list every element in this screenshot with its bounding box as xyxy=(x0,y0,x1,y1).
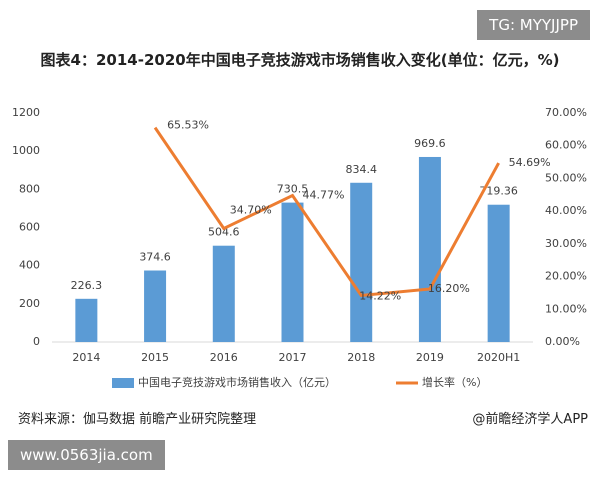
badge: TG: MYYJJPP xyxy=(477,10,590,40)
bar xyxy=(487,204,510,342)
badge: www.0563jia.com xyxy=(8,440,165,470)
legend-label: 增长率（%） xyxy=(422,375,487,389)
bar-label: 969.6 xyxy=(414,137,446,150)
y2-tick-label: 10.00% xyxy=(545,302,587,315)
bar-label: 719.36 xyxy=(479,185,518,198)
credit: @前瞻经济学人APP xyxy=(472,412,588,427)
y-tick-label: 200 xyxy=(19,297,40,310)
y2-tick-label: 20.00% xyxy=(545,270,587,283)
line-label: 16.20% xyxy=(428,282,470,295)
bar-label: 834.4 xyxy=(345,163,377,176)
x-tick-label: 2017 xyxy=(279,351,307,364)
legend-label: 中国电子竞技游戏市场销售收入（亿元） xyxy=(138,375,336,389)
x-tick-label: 2016 xyxy=(210,351,238,364)
bar-label: 504.6 xyxy=(208,226,240,239)
line-label: 65.53% xyxy=(167,119,209,132)
bar xyxy=(212,245,235,342)
y-tick-label: 0 xyxy=(33,335,40,348)
y-tick-label: 1200 xyxy=(12,106,40,119)
y-tick-label: 600 xyxy=(19,221,40,234)
y-tick-label: 1000 xyxy=(12,144,40,157)
y2-tick-label: 40.00% xyxy=(545,204,587,217)
line-label: 44.77% xyxy=(303,189,345,202)
growth-line xyxy=(153,126,500,298)
x-tick-label: 2015 xyxy=(141,351,169,364)
x-tick-label: 2020H1 xyxy=(477,351,520,364)
bar xyxy=(75,298,98,342)
chart-title: 图表4：2014-2020年中国电子竞技游戏市场销售收入变化(单位：亿元，%) xyxy=(40,51,560,69)
source: 资料来源：伽马数据 前瞻产业研究院整理 xyxy=(18,412,257,427)
y2-tick-label: 0.00% xyxy=(545,335,580,348)
bar xyxy=(418,156,441,342)
y2-tick-label: 30.00% xyxy=(545,237,587,250)
line-label: 14.22% xyxy=(359,289,401,302)
bar xyxy=(144,270,167,342)
legend-swatch xyxy=(112,378,134,388)
x-tick-label: 2018 xyxy=(347,351,375,364)
bar xyxy=(350,182,373,342)
line-label: 54.69% xyxy=(509,156,551,169)
x-tick-label: 2014 xyxy=(72,351,100,364)
y2-tick-label: 70.00% xyxy=(545,106,587,119)
y2-tick-label: 50.00% xyxy=(545,171,587,184)
bar-label: 374.6 xyxy=(139,251,171,264)
x-tick-label: 2019 xyxy=(416,351,444,364)
bar-label: 730.5 xyxy=(277,183,309,196)
y2-tick-label: 60.00% xyxy=(545,139,587,152)
bar xyxy=(281,202,304,342)
y-tick-label: 400 xyxy=(19,259,40,272)
bar-label: 226.3 xyxy=(71,279,103,292)
line-label: 34.70% xyxy=(230,203,272,216)
y-tick-label: 800 xyxy=(19,182,40,195)
